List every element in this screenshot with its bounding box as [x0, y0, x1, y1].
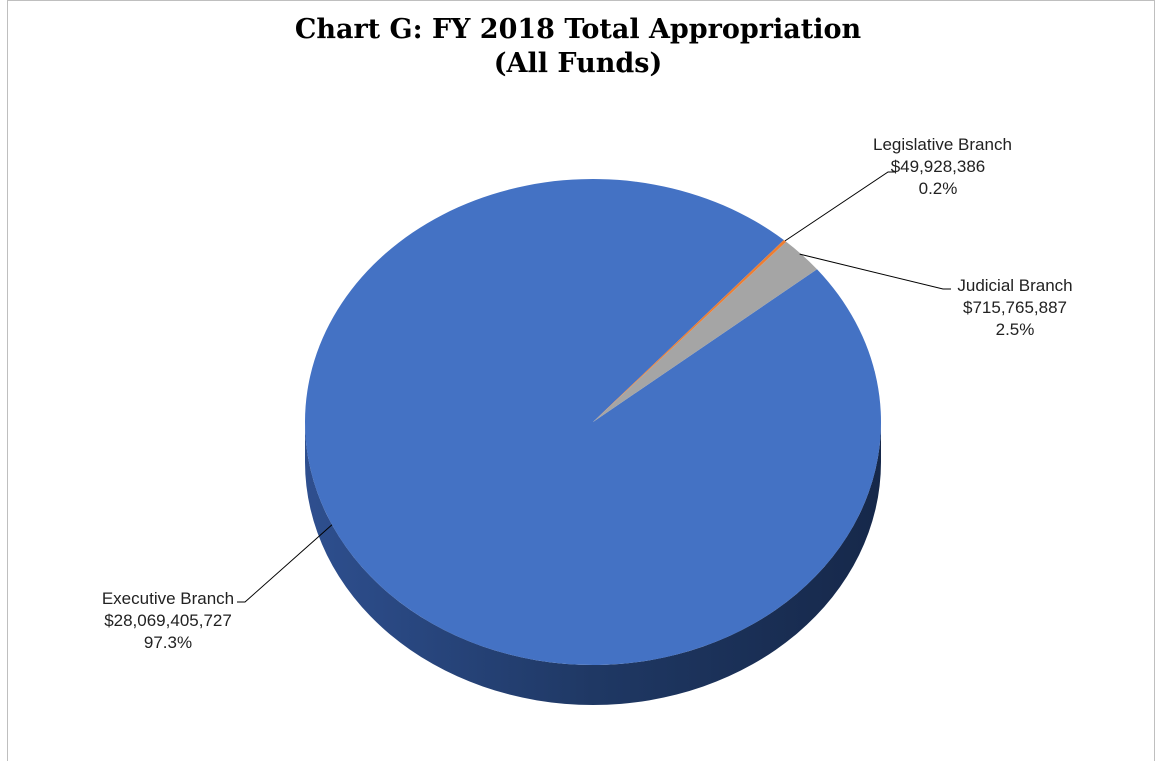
data-label-executive-percent: 97.3%: [143, 633, 193, 652]
leader-line-legislative: [784, 171, 896, 242]
data-label-legislative: Legislative Branch $49,928,386 0.2%: [873, 134, 1012, 200]
pie-side-wall-executive: [305, 422, 881, 705]
leader-line-executive: [237, 524, 333, 603]
data-label-judicial-value: $715,765,887: [963, 298, 1067, 317]
chart-area: [7, 0, 1155, 761]
chart-title-line-2: (All Funds): [493, 48, 663, 79]
data-label-legislative-percent: 0.2%: [918, 179, 958, 198]
leader-lines: [237, 171, 951, 603]
data-label-judicial: Judicial Branch $715,765,887 2.5%: [945, 275, 1085, 341]
pie-slice-executive: [305, 179, 882, 665]
data-label-executive-name: Executive Branch: [101, 589, 235, 608]
data-label-legislative-value: $49,928,386: [890, 157, 986, 176]
data-label-executive-value: $28,069,405,727: [104, 611, 232, 630]
leader-line-judicial: [799, 253, 951, 290]
pie-slices: [305, 179, 882, 665]
data-label-judicial-name: Judicial Branch: [957, 276, 1073, 295]
chart-title: Chart G: FY 2018 Total Appropriation (Al…: [0, 13, 1156, 81]
pie-slice-judicial: [593, 241, 818, 422]
data-label-judicial-percent: 2.5%: [995, 320, 1035, 339]
data-label-executive: Executive Branch $28,069,405,727 97.3%: [88, 588, 248, 654]
chart-title-line-1: Chart G: FY 2018 Total Appropriation: [294, 14, 862, 45]
data-label-legislative-name: Legislative Branch: [873, 135, 1012, 154]
pie-slice-legislative: [593, 240, 787, 422]
